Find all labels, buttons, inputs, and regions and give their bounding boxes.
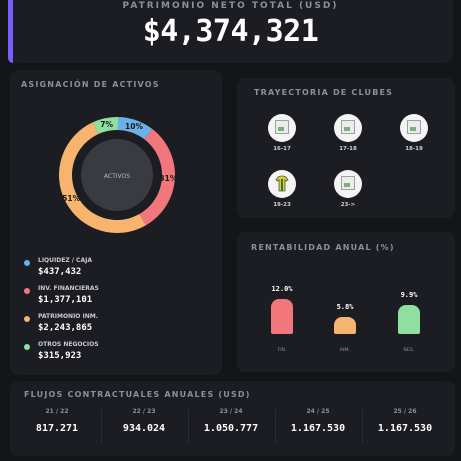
annual-returns-title: RENTABILIDAD ANUAL (%) xyxy=(251,243,395,252)
donut-slice-financial xyxy=(139,128,175,226)
legend-value-real-estate: $2,243,865 xyxy=(38,323,93,333)
donut-label-liquidity: 10% xyxy=(125,122,143,131)
contract-flows-title: FLUJOS CONTRACTUALES ANUALES (USD) xyxy=(24,390,251,399)
donut-slice-liquidity xyxy=(117,117,153,140)
asset-allocation-title: ASIGNACIÓN DE ACTIVOS xyxy=(21,80,160,89)
asset-donut-chart: ACTIVOS 10% 31% 51% 7% xyxy=(59,117,178,233)
legend-dot-financial xyxy=(24,288,30,294)
flow-column: 23 / 24 1.050.777 xyxy=(188,403,274,447)
legend-name-real-estate: PATRIMONIO INM. xyxy=(38,313,98,320)
donut-label-financial: 31% xyxy=(159,174,177,183)
legend-dot-liquidity xyxy=(24,260,30,266)
flow-value: 1.167.530 xyxy=(377,423,433,434)
return-label-fin: FIN. xyxy=(277,348,287,353)
flow-column: 21 / 22 817.271 xyxy=(14,403,100,447)
club-season: 16-17 xyxy=(273,146,291,152)
club-logo-placeholder-icon xyxy=(268,114,296,142)
club-season: 19-23 xyxy=(273,202,291,208)
flow-season: 24 / 25 xyxy=(306,408,330,415)
flow-value: 934.024 xyxy=(122,423,166,434)
flow-season: 21 / 22 xyxy=(45,408,69,415)
club-season: 18-19 xyxy=(405,146,423,152)
club-season: 23-> xyxy=(340,202,356,208)
flow-divider xyxy=(188,409,189,443)
legend-value-financial: $1,377,101 xyxy=(38,295,93,305)
flow-season: 23 / 24 xyxy=(219,408,243,415)
club-history-title: TRAYECTORIA DE CLUBES xyxy=(254,88,394,97)
legend-name-other-business: OTROS NEGOCIOS xyxy=(38,341,99,348)
asset-allocation-card: ASIGNACIÓN DE ACTIVOS ACTIVOS 10% 31% 51% 7… xyxy=(10,70,222,375)
flow-column: 24 / 25 1.167.530 xyxy=(275,403,361,447)
legend-name-liquidity: LIQUIDEZ / CAJA xyxy=(38,257,92,264)
legend-dot-other-business xyxy=(24,344,30,350)
flow-divider xyxy=(362,409,363,443)
donut-slice-other-business xyxy=(93,117,119,135)
club-item-16-17[interactable]: 16-17 xyxy=(262,114,302,152)
return-value-inm: 5.8% xyxy=(336,303,354,312)
return-label-inm: INM. xyxy=(339,348,350,353)
club-logo-placeholder-icon xyxy=(400,114,428,142)
contract-flows-card: FLUJOS CONTRACTUALES ANUALES (USD) 21 / … xyxy=(10,381,455,456)
flow-value: 1.050.777 xyxy=(203,423,259,434)
flow-divider xyxy=(101,409,102,443)
donut-slice-real-estate xyxy=(59,122,146,233)
flow-value: 1.167.530 xyxy=(290,423,346,434)
flow-column: 22 / 23 934.024 xyxy=(101,403,187,447)
net-worth-value: $4,374,321 xyxy=(142,14,319,49)
return-bar-fin xyxy=(271,299,293,334)
donut-label-other-business: 7% xyxy=(100,120,113,129)
flow-season: 25 / 26 xyxy=(393,408,417,415)
club-jersey-icon xyxy=(268,170,296,198)
flow-value: 817.271 xyxy=(35,423,79,434)
return-value-fin: 12.0% xyxy=(271,285,293,293)
legend-name-financial: INV. FINANCIERAS xyxy=(38,285,99,292)
legend-value-liquidity: $437,432 xyxy=(38,267,82,277)
club-logo-placeholder-icon xyxy=(334,114,362,142)
club-item-18-19[interactable]: 18-19 xyxy=(394,114,434,152)
header-accent-bar xyxy=(8,0,13,63)
club-item-23-current[interactable]: 23-> xyxy=(328,170,368,208)
club-item-17-18[interactable]: 17-18 xyxy=(328,114,368,152)
donut-label-real-estate: 51% xyxy=(62,194,80,203)
net-worth-header: PATRIMONIO NETO TOTAL (USD) $4,374,321 xyxy=(8,0,453,63)
club-season: 17-18 xyxy=(339,146,357,152)
return-value-neg: 9.9% xyxy=(400,291,418,300)
club-logo-placeholder-icon xyxy=(334,170,362,198)
donut-center xyxy=(81,139,153,211)
legend-value-other-business: $315,923 xyxy=(38,351,82,361)
flow-season: 22 / 23 xyxy=(132,408,156,415)
club-history-card: TRAYECTORIA DE CLUBES 16-17 17-18 18-19 … xyxy=(237,78,455,218)
flow-column: 25 / 26 1.167.530 xyxy=(362,403,448,447)
donut-center-label: ACTIVOS xyxy=(104,173,130,180)
annual-returns-card: RENTABILIDAD ANUAL (%) 12.0% FIN. 5.8% INM.… xyxy=(237,232,455,372)
legend-dot-real-estate xyxy=(24,316,30,322)
net-worth-label: PATRIMONIO NETO TOTAL (USD) xyxy=(122,1,339,11)
flow-divider xyxy=(275,409,276,443)
club-item-19-23[interactable]: 19-23 xyxy=(262,170,302,208)
return-label-neg: NEG. xyxy=(403,348,415,353)
return-bar-neg xyxy=(398,305,420,334)
return-bar-inm xyxy=(334,317,356,334)
